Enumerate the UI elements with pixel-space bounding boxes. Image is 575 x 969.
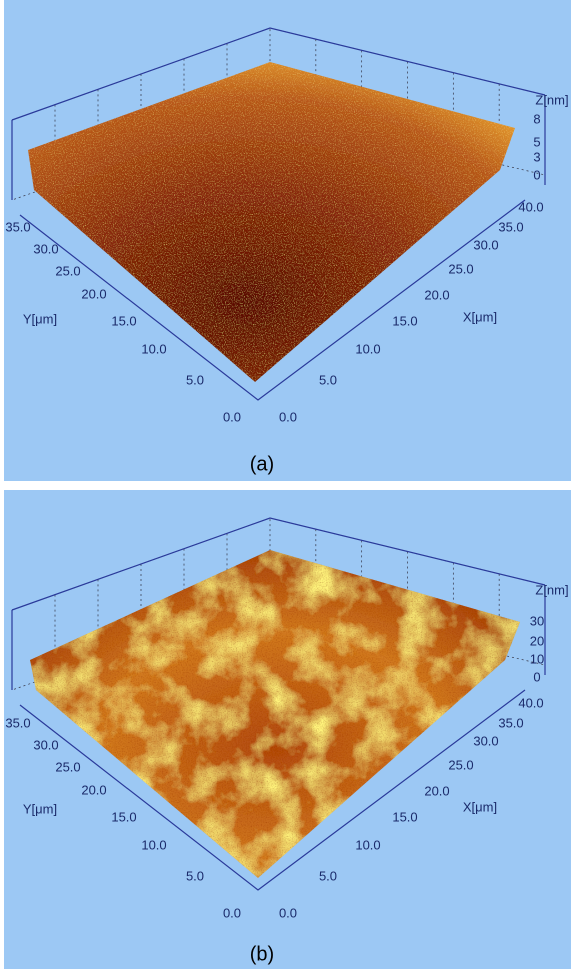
box-frame <box>11 27 546 121</box>
base-frame <box>19 199 526 401</box>
surface <box>30 550 520 878</box>
x-tick-label: 25.0 <box>448 261 473 276</box>
z-tick-label: 10 <box>530 651 544 666</box>
z-tick-label: 20 <box>530 633 544 648</box>
y-axis-label: Y[μm] <box>23 311 57 326</box>
z-tick-label: 0 <box>533 669 540 684</box>
x-tick-label: 5.0 <box>319 868 337 883</box>
y-tick-label: 20.0 <box>81 782 106 797</box>
y-tick-label: 30.0 <box>33 241 58 256</box>
z-axis-label: Z[nm] <box>535 582 568 597</box>
z-tick-label: 30 <box>530 613 544 628</box>
x-tick-label: 40.0 <box>518 695 543 710</box>
x-tick-label: 10.0 <box>355 341 380 356</box>
y-tick-label: 15.0 <box>111 313 136 328</box>
base-frame <box>19 689 526 891</box>
y-tick-label: 35.0 <box>5 715 30 730</box>
panel-caption: (b) <box>250 943 274 965</box>
y-tick-label: 20.0 <box>81 286 106 301</box>
z-axis-label: Z[nm] <box>535 92 568 107</box>
x-tick-label: 35.0 <box>498 219 523 234</box>
panel: 0.05.010.015.020.025.030.035.040.00.05.0… <box>4 0 571 481</box>
box-frame <box>11 517 546 611</box>
x-tick-label: 20.0 <box>424 287 449 302</box>
x-tick-label: 30.0 <box>473 733 498 748</box>
y-tick-label: 0.0 <box>223 905 241 920</box>
y-tick-label: 10.0 <box>141 837 166 852</box>
x-axis-label: X[μm] <box>463 799 497 814</box>
y-tick-label: 25.0 <box>55 263 80 278</box>
y-tick-label: 5.0 <box>186 372 204 387</box>
y-tick-label: 0.0 <box>223 409 241 424</box>
z-tick-label: 3 <box>533 149 540 164</box>
x-tick-label: 20.0 <box>424 783 449 798</box>
x-tick-label: 25.0 <box>448 757 473 772</box>
panel-caption: (a) <box>250 453 274 475</box>
x-tick-label: 0.0 <box>279 409 297 424</box>
y-tick-label: 15.0 <box>111 809 136 824</box>
y-tick-label: 10.0 <box>141 341 166 356</box>
y-tick-label: 30.0 <box>33 737 58 752</box>
x-tick-label: 30.0 <box>473 237 498 252</box>
x-axis-label: X[μm] <box>463 309 497 324</box>
x-tick-label: 10.0 <box>355 837 380 852</box>
x-tick-label: 15.0 <box>392 809 417 824</box>
z-tick-label: 8 <box>533 111 540 126</box>
y-tick-label: 35.0 <box>5 219 30 234</box>
y-tick-label: 5.0 <box>186 868 204 883</box>
x-tick-label: 5.0 <box>319 372 337 387</box>
z-tick-label: 5 <box>533 134 540 149</box>
x-tick-label: 40.0 <box>518 199 543 214</box>
surface <box>28 62 515 382</box>
z-tick-label: 0 <box>533 167 540 182</box>
x-tick-label: 0.0 <box>279 905 297 920</box>
panel: 0.05.010.015.020.025.030.035.040.00.05.0… <box>4 490 571 969</box>
x-tick-label: 35.0 <box>498 715 523 730</box>
x-tick-label: 15.0 <box>392 313 417 328</box>
y-tick-label: 25.0 <box>55 759 80 774</box>
y-axis-label: Y[μm] <box>23 801 57 816</box>
